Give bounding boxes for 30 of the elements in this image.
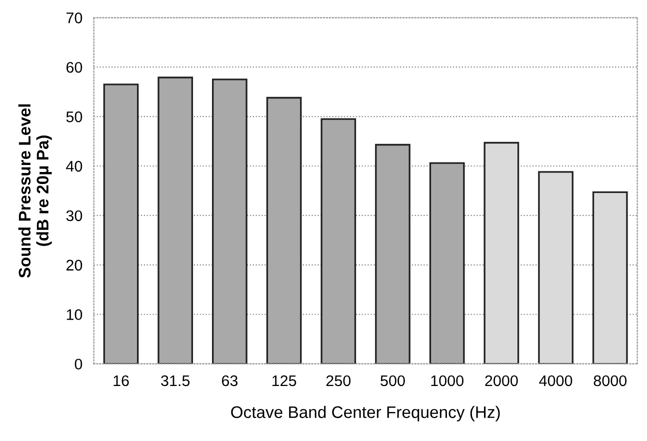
y-tick-label: 50 (66, 111, 82, 122)
x-tick-label: 8000 (594, 375, 627, 386)
bar (212, 78, 248, 364)
x-tick-label: 125 (272, 375, 296, 386)
y-tick-label: 60 (66, 62, 82, 73)
y-axis-title: Sound Pressure Level (dB re 20μ Pa) (18, 104, 52, 278)
x-tick-label: 16 (114, 375, 129, 386)
y-tick-label: 70 (66, 12, 82, 24)
y-tick-label: 30 (66, 210, 82, 222)
bar (103, 84, 139, 364)
bar (266, 96, 302, 364)
bar (375, 144, 410, 364)
x-tick-label: 250 (326, 375, 351, 386)
x-tick-label: 500 (380, 375, 405, 386)
bar (429, 162, 465, 364)
x-axis-title: Octave Band Center Frequency (Hz) (231, 406, 500, 422)
x-tick-label: 31.5 (161, 375, 190, 386)
bar (484, 142, 520, 364)
x-tick-label: 4000 (539, 375, 572, 386)
x-tick-label: 2000 (485, 375, 518, 386)
bar (320, 118, 356, 364)
y-tick-label: 0 (74, 358, 82, 370)
x-tick-label: 63 (222, 375, 238, 386)
bar (538, 171, 574, 364)
y-tick-label: 20 (66, 260, 82, 271)
x-tick-label: 1000 (431, 375, 464, 386)
y-tick-label: 10 (66, 309, 82, 320)
bar (158, 76, 194, 364)
bar (592, 191, 628, 364)
y-tick-label: 40 (66, 160, 82, 172)
